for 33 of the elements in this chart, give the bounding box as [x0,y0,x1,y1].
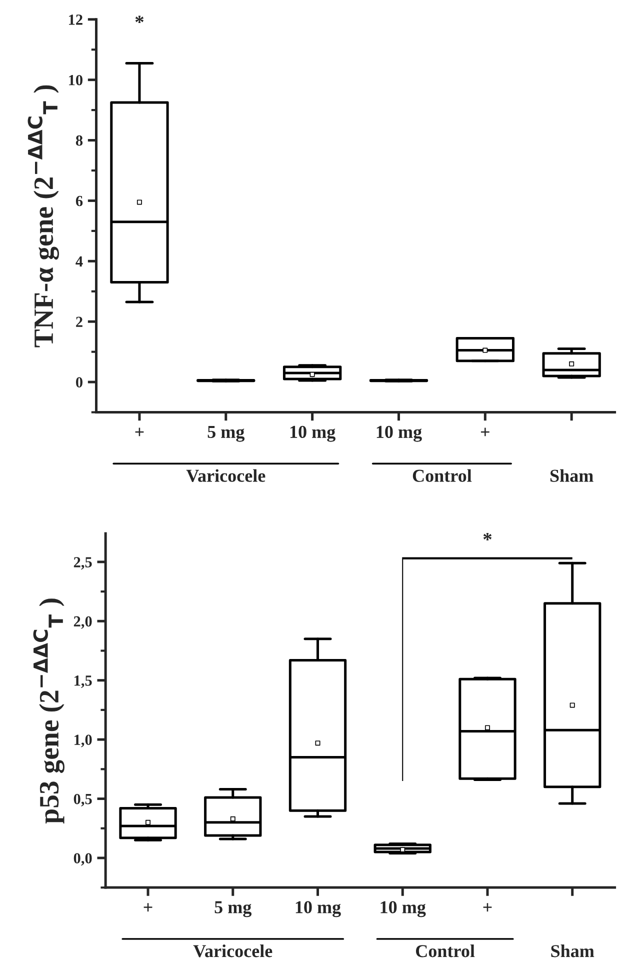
y-tick-label: 1,0 [74,734,92,748]
y-tick-label: 0 [76,377,82,388]
annotation: * [135,16,144,24]
y-tick-label: 10 [69,74,82,86]
x-tick-label: 10 mg [376,426,422,442]
y-tick-label: 12 [69,14,82,25]
annotation: * [483,532,492,540]
y-axis-title: TNF-α gene (2$^{−ΔΔC}$$_{T}$ ) [28,85,59,348]
x-tick-label: + [483,903,492,912]
x-tick-label: + [144,903,152,912]
x-tick-label: 10 mg [296,901,341,918]
y-tick-label: 6 [76,196,83,206]
text: Control [416,944,475,958]
y-tick-label: 2,0 [74,616,92,629]
text: Sham [550,469,594,482]
x-tick-label: 10 mg [290,426,336,442]
y-tick-label: 0,5 [74,794,92,806]
y-tick-label: 2 [76,316,82,327]
x-tick-label: + [135,428,144,436]
y-tick-label: 1,5 [74,676,92,688]
x-tick-label: 5 mg [214,901,252,918]
text: Control [412,469,472,482]
x-tick-label: 5 mg [208,426,245,442]
y-axis-title: p53 gene (2$^{−ΔΔC}$$_{T}$ ) [33,598,64,824]
y-tick-label: 4 [76,256,83,266]
y-tick-label: 2,5 [74,557,92,570]
y-tick-label: 0,0 [74,853,92,866]
x-tick-label: 10 mg [380,901,426,918]
text: Sham [551,944,594,958]
text: Varicocele [186,469,266,482]
x-tick-label: + [480,428,490,436]
y-tick-label: 8 [76,135,83,146]
text: Varicocele [193,944,272,958]
